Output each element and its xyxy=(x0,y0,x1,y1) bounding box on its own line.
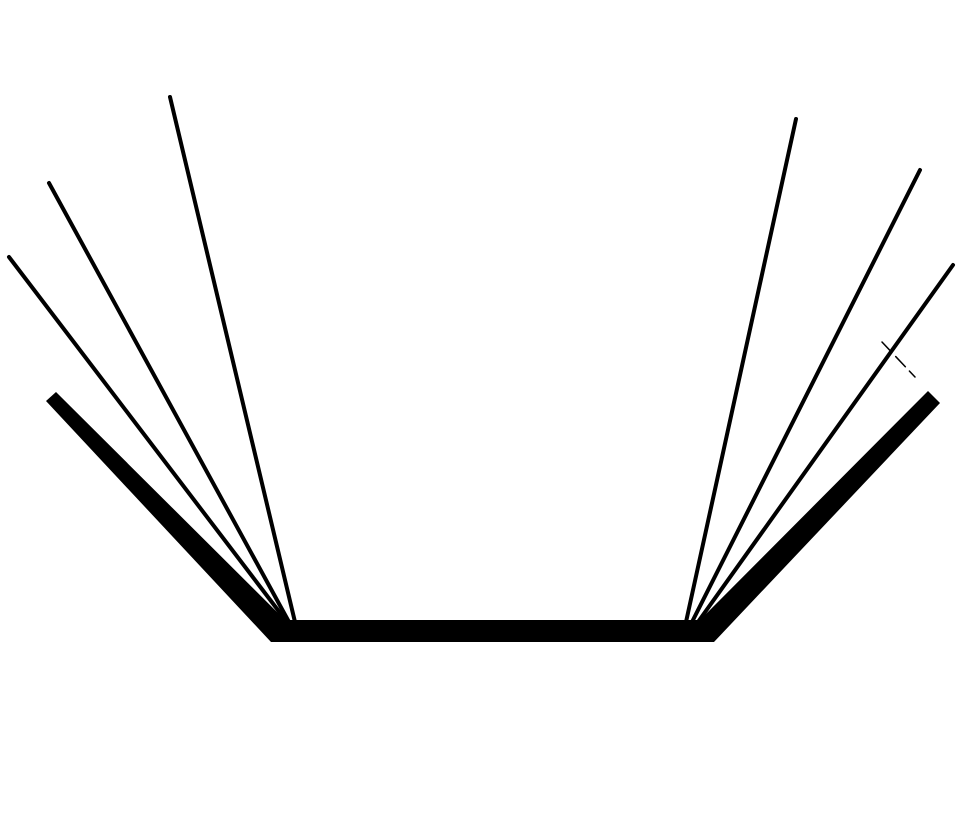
left-page-line-1 xyxy=(7,255,289,624)
right-page-line-3 xyxy=(696,263,955,624)
right-page-line-2 xyxy=(690,168,922,624)
left-page-line-2 xyxy=(47,181,291,624)
left-page-line-3 xyxy=(168,95,297,624)
right-page-line-1 xyxy=(684,117,798,624)
ribbon-mark xyxy=(881,341,916,378)
open-book xyxy=(7,95,955,642)
